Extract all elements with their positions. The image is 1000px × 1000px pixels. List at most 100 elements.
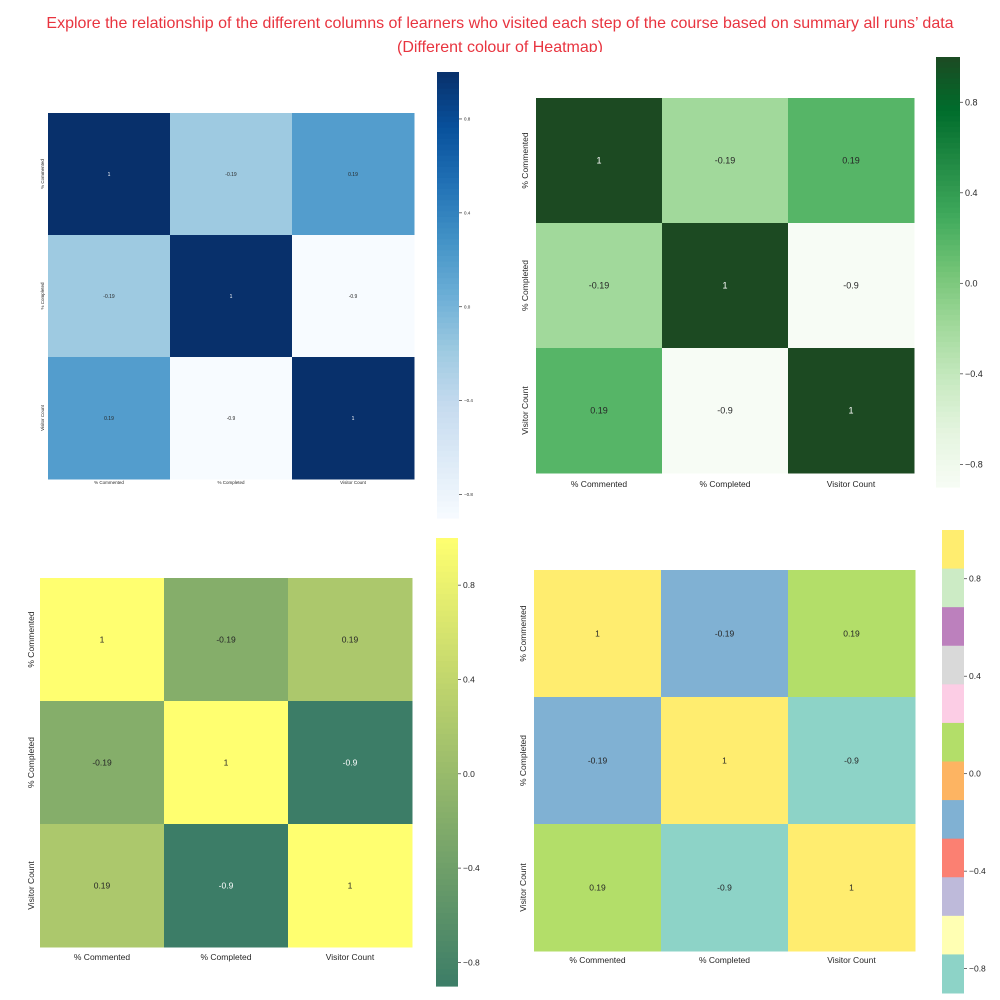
colorbar-band xyxy=(437,94,459,101)
colorbar-segment xyxy=(942,877,964,917)
colorbar-band xyxy=(436,616,458,623)
colorbar-band xyxy=(936,368,960,375)
colorbar-band xyxy=(936,460,960,467)
colorbar-band xyxy=(436,795,458,802)
colorbar-band xyxy=(436,633,458,640)
heatmap-cell xyxy=(48,357,171,480)
heatmap-cell xyxy=(788,697,916,825)
colorbar-band xyxy=(436,885,458,892)
colorbar-band xyxy=(437,400,459,408)
colorbar-band xyxy=(437,99,459,107)
colorbar-band xyxy=(936,202,960,209)
x-tick-label: % Completed xyxy=(217,480,245,485)
colorbar-band xyxy=(936,159,960,166)
colorbar-band xyxy=(936,218,960,225)
colorbar-band xyxy=(936,272,960,278)
colorbar-band xyxy=(436,745,458,752)
colorbar-band xyxy=(437,300,459,307)
colorbar-tick-label: 0.8 xyxy=(463,580,475,590)
colorbar-band xyxy=(936,110,960,117)
colorbar-band xyxy=(436,767,458,774)
colorbar-band xyxy=(936,169,960,176)
colorbar-band xyxy=(436,907,458,914)
colorbar-segment xyxy=(942,568,964,608)
colorbar-band xyxy=(936,422,960,429)
heatmap-cell xyxy=(40,578,165,702)
colorbar-band xyxy=(936,411,960,418)
colorbar-band xyxy=(436,560,458,567)
cell-annotation: -0.19 xyxy=(589,281,610,291)
colorbar-tick-label: 0.4 xyxy=(965,188,978,198)
x-tick-label: Visitor Count xyxy=(340,480,366,485)
colorbar-band xyxy=(436,930,458,937)
colorbar-tick-label: −0.8 xyxy=(969,964,986,974)
colorbar-band xyxy=(936,143,960,149)
cell-annotation: -0.19 xyxy=(588,755,608,765)
colorbar-band xyxy=(437,451,459,458)
colorbar-band xyxy=(437,334,459,341)
colorbar-band xyxy=(436,896,458,903)
colorbar-band xyxy=(936,62,960,69)
colorbar-band xyxy=(437,295,459,302)
colorbar-band xyxy=(436,840,458,847)
colorbar-band xyxy=(936,245,960,252)
colorbar-band xyxy=(437,512,459,519)
heatmap-cell xyxy=(534,697,662,825)
colorbar-band xyxy=(437,428,459,435)
colorbar-band xyxy=(437,144,459,151)
colorbar-tick-label: −0.4 xyxy=(969,866,986,876)
colorbar-band xyxy=(436,790,458,797)
colorbar-band xyxy=(437,138,459,146)
colorbar-band xyxy=(437,289,459,296)
colorbar-band xyxy=(936,116,960,123)
colorbar-band xyxy=(936,126,960,133)
colorbar-band xyxy=(437,250,459,257)
heatmap-cell xyxy=(534,824,662,952)
colorbar-band xyxy=(936,180,960,187)
colorbar-band xyxy=(936,288,960,295)
colorbar-band xyxy=(436,728,458,735)
colorbar-band xyxy=(436,902,458,909)
colorbar-band xyxy=(436,711,458,718)
colorbar-band xyxy=(936,137,960,144)
colorbar-band xyxy=(437,378,459,385)
colorbar-band xyxy=(437,127,459,134)
heatmap-cell xyxy=(48,235,171,358)
colorbar-band xyxy=(936,67,960,74)
x-tick-label: % Commented xyxy=(571,479,627,489)
cell-annotation: 0.19 xyxy=(589,882,606,892)
colorbar-band xyxy=(437,490,459,497)
colorbar-band xyxy=(936,121,960,128)
colorbar-band xyxy=(436,851,458,858)
colorbar-band xyxy=(936,481,960,488)
colorbar-band xyxy=(437,261,459,268)
colorbar-band xyxy=(437,484,459,491)
heatmap-cell xyxy=(170,113,293,236)
colorbar-band xyxy=(437,155,459,162)
heatmap-cell xyxy=(164,824,289,948)
colorbar-tick-label: −0.4 xyxy=(965,369,983,379)
colorbar-band xyxy=(936,336,960,343)
colorbar-band xyxy=(436,818,458,825)
colorbar-band xyxy=(437,506,459,514)
colorbar-band xyxy=(436,862,458,869)
colorbar-band xyxy=(436,627,458,634)
colorbar-band xyxy=(436,722,458,729)
cell-annotation: -0.9 xyxy=(717,406,733,416)
colorbar-band xyxy=(936,465,960,472)
cell-annotation: -0.19 xyxy=(715,156,736,166)
colorbar-band xyxy=(936,320,960,327)
cell-annotation: 0.19 xyxy=(842,156,860,166)
colorbar-band xyxy=(436,644,458,651)
colorbar-band xyxy=(437,105,459,112)
colorbar-band xyxy=(936,94,960,101)
colorbar-band xyxy=(437,317,459,324)
heatmap-cell xyxy=(788,98,915,224)
cell-annotation: -0.19 xyxy=(103,294,115,300)
page-title: Explore the relationship of the differen… xyxy=(46,15,954,32)
colorbar-band xyxy=(437,205,459,212)
colorbar-band xyxy=(936,341,960,348)
colorbar-band xyxy=(437,361,459,369)
